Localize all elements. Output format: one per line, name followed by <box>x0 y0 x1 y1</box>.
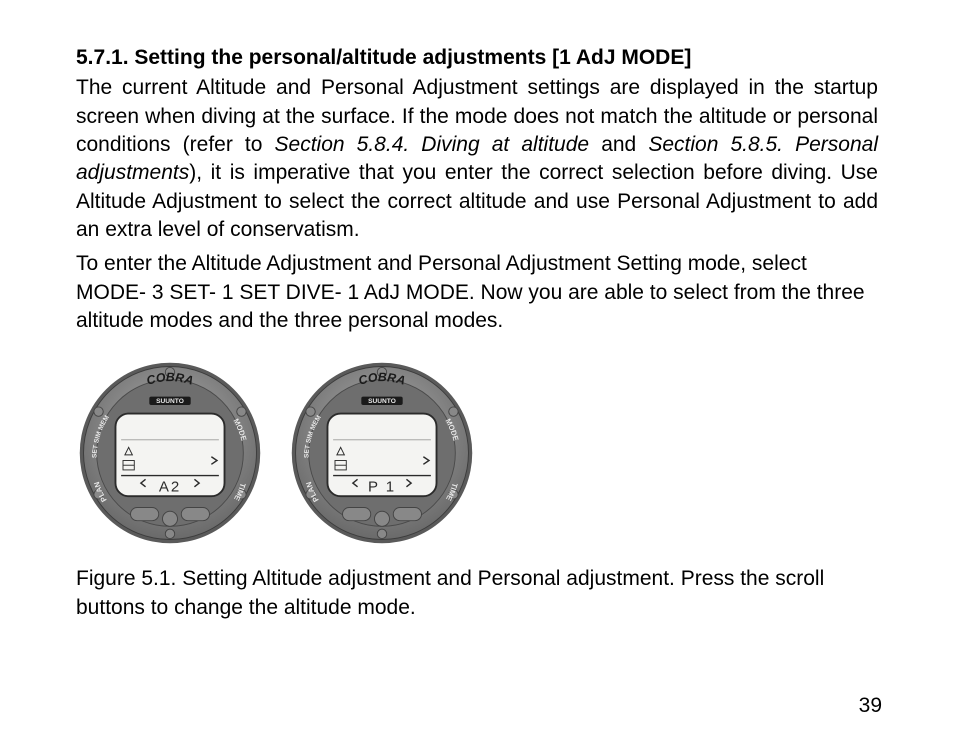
reference-1: Section 5.8.4. Diving at altitude <box>275 133 590 156</box>
para1-part-b: and <box>589 133 648 156</box>
figure-caption: Figure 5.1. Setting Altitude adjustment … <box>76 565 878 622</box>
lcd-reading-2: P 1 <box>368 479 396 496</box>
section-heading: 5.7.1. Setting the personal/altitude adj… <box>76 44 878 72</box>
subbrand-label: SUUNTO <box>156 399 184 406</box>
dive-computer-illustration-1: COBRA SUUNTO MODE SET SIM MEM PLAN TIME <box>76 359 264 547</box>
subbrand-label: SUUNTO <box>368 399 396 406</box>
dive-computer-illustration-2: COBRA SUUNTO MODE SET SIM MEM PLAN TIME <box>288 359 476 547</box>
page-number: 39 <box>859 694 882 718</box>
lcd-reading-1: A2 <box>159 479 181 496</box>
figure-row: COBRA SUUNTO MODE SET SIM MEM PLAN TIME <box>76 359 878 547</box>
para1-part-c: ), it is imperative that you enter the c… <box>76 161 878 241</box>
paragraph-1: The current Altitude and Personal Adjust… <box>76 74 878 244</box>
document-page: 5.7.1. Setting the personal/altitude adj… <box>0 0 954 756</box>
paragraph-2: To enter the Altitude Adjustment and Per… <box>76 250 878 335</box>
